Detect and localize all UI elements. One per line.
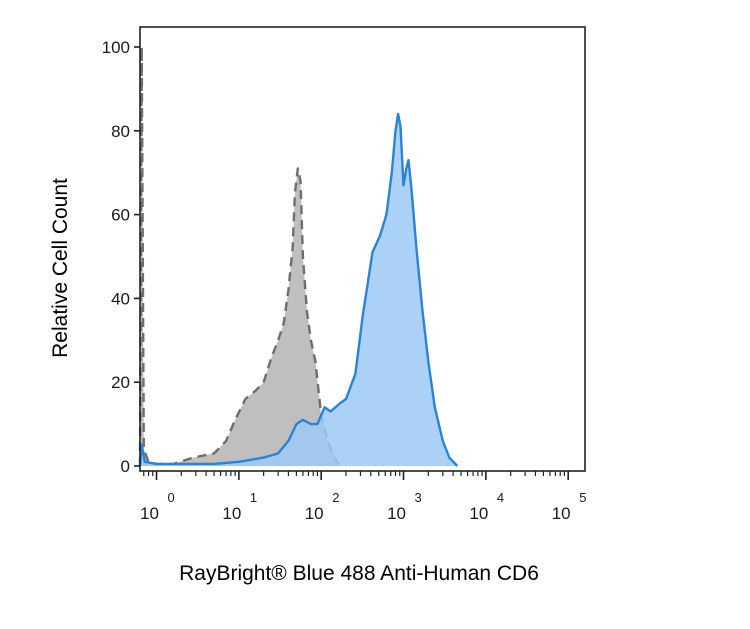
x-tick-exponent: 2 xyxy=(332,490,339,505)
y-tick-label: 0 xyxy=(121,457,130,476)
x-tick-exponent: 3 xyxy=(415,490,422,505)
y-tick-label: 100 xyxy=(102,38,130,57)
series-2-fill xyxy=(140,114,458,466)
x-tick-base: 10 xyxy=(140,504,159,523)
x-tick-exponent: 0 xyxy=(168,490,175,505)
x-tick-base: 10 xyxy=(305,504,324,523)
y-tick-label: 20 xyxy=(111,373,130,392)
x-tick-base: 10 xyxy=(222,504,241,523)
x-tick-base: 10 xyxy=(552,504,571,523)
x-tick-label: 10 4 xyxy=(469,490,504,523)
y-tick-label: 80 xyxy=(111,122,130,141)
y-tick-label: 40 xyxy=(111,289,130,308)
series-2-line xyxy=(138,112,459,467)
x-tick-base: 10 xyxy=(469,504,488,523)
series-layer xyxy=(138,45,459,467)
x-tick-label: 10 0 xyxy=(140,490,175,523)
series-1-fill xyxy=(140,47,341,466)
y-axis-label: Relative Cell Count xyxy=(49,178,72,358)
x-tick-base: 10 xyxy=(387,504,406,523)
x-tick-exponent: 4 xyxy=(497,490,504,505)
x-tick-exponent: 5 xyxy=(579,490,586,505)
series-1-line xyxy=(138,45,342,467)
x-tick-label: 10 2 xyxy=(305,490,340,523)
x-tick-label: 10 1 xyxy=(222,490,257,523)
x-tick-exponent: 1 xyxy=(250,490,257,505)
x-axis-label: RayBright® Blue 488 Anti-Human CD6 xyxy=(179,562,539,585)
plot-frame xyxy=(139,26,586,472)
x-tick-label: 10 5 xyxy=(552,490,587,523)
y-tick-label: 60 xyxy=(111,206,130,225)
x-tick-label: 10 3 xyxy=(387,490,422,523)
